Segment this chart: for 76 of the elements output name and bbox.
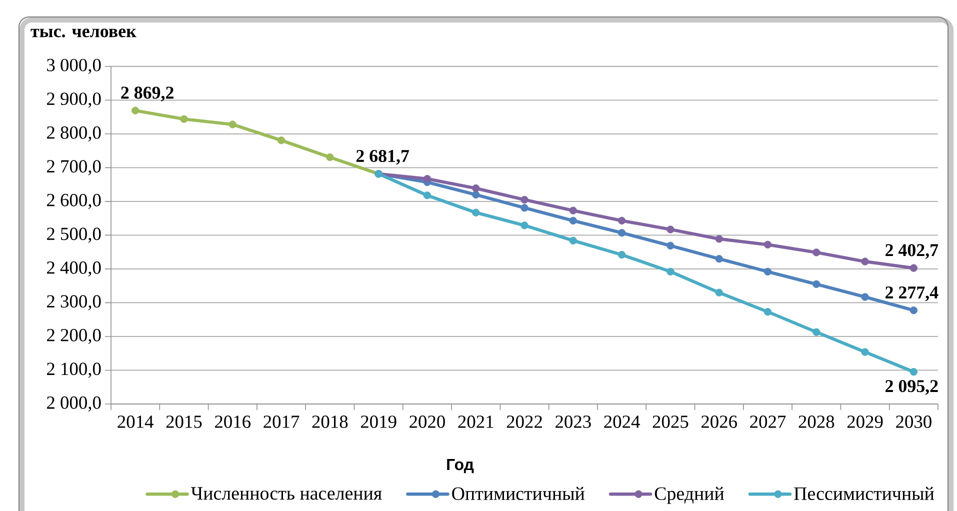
y-tick-label: 2 000,0 — [47, 396, 101, 412]
y-tick-label: 2 700,0 — [47, 160, 101, 176]
x-axis-title: Год — [447, 459, 474, 474]
x-tick-label: 2022 — [506, 416, 542, 428]
x-tick-label: 2021 — [458, 416, 494, 428]
point — [910, 264, 918, 272]
y-axis-title: тыс. человек — [30, 28, 136, 38]
x-tick-label: 2028 — [798, 416, 834, 428]
point — [618, 216, 626, 225]
x-tick-label: 2016 — [215, 416, 251, 428]
point — [180, 115, 188, 123]
point — [423, 174, 432, 183]
y-tick-label: 2 400,0 — [47, 261, 101, 276]
point — [715, 235, 723, 243]
x-tick-label: 2030 — [896, 416, 932, 428]
legend-label: Оптимистичный — [452, 486, 584, 500]
x-tick-label: 2026 — [701, 416, 737, 428]
point — [326, 153, 334, 162]
point — [764, 308, 772, 316]
x-tick-label: 2027 — [750, 416, 786, 428]
point — [910, 368, 918, 376]
point — [423, 192, 432, 200]
point — [764, 268, 772, 276]
point — [472, 190, 480, 199]
y-tick-label: 2 800,0 — [47, 126, 101, 142]
point — [861, 348, 869, 356]
legend-label: Пессимистичный — [794, 486, 934, 500]
x-tick-label: 2015 — [166, 416, 202, 428]
point — [861, 258, 869, 266]
point — [520, 204, 528, 212]
point — [764, 240, 772, 248]
point — [569, 236, 578, 244]
point — [131, 106, 140, 114]
legend-label: Средний — [654, 486, 724, 504]
x-tick-label: 2023 — [556, 416, 591, 428]
x-tick-label: 2019 — [360, 416, 396, 428]
point — [277, 136, 286, 144]
data-label: 2 869,2 — [121, 86, 174, 102]
y-tick-label: 2 600,0 — [47, 194, 101, 209]
point — [715, 288, 723, 296]
point — [472, 184, 480, 192]
data-label: 2 681,7 — [356, 150, 410, 165]
point — [228, 120, 236, 128]
point — [666, 242, 674, 250]
point — [812, 248, 820, 256]
data-label: 2 277,4 — [886, 286, 938, 302]
x-tick-label: 2020 — [410, 416, 445, 428]
y-tick-label: 3 000,0 — [47, 58, 101, 74]
point — [715, 254, 723, 263]
x-tick-label: 2018 — [312, 416, 348, 428]
data-label: 2 402,7 — [886, 244, 938, 259]
legend-label: Численность населения — [191, 487, 382, 500]
x-tick-label: 2024 — [604, 416, 640, 428]
x-tick-label: 2017 — [264, 416, 300, 428]
x-tick-label: 2029 — [847, 416, 883, 428]
point — [861, 293, 869, 301]
y-tick-label: 2 900,0 — [47, 92, 101, 108]
point — [472, 208, 480, 216]
point — [666, 226, 674, 234]
y-tick-label: 2 200,0 — [47, 328, 101, 344]
point — [618, 228, 626, 237]
point — [618, 250, 626, 259]
data-label: 2 095,2 — [886, 380, 938, 395]
point — [812, 280, 820, 288]
point — [569, 216, 578, 225]
point — [520, 196, 528, 204]
x-tick-label: 2014 — [118, 416, 154, 428]
point — [520, 222, 528, 230]
y-tick-label: 2 500,0 — [47, 228, 101, 243]
y-tick-label: 2 100,0 — [47, 362, 101, 378]
y-tick-label: 2 300,0 — [47, 295, 101, 310]
point — [569, 206, 578, 214]
x-tick-label: 2025 — [652, 416, 688, 428]
point — [666, 268, 674, 276]
point — [812, 328, 820, 336]
point — [910, 306, 918, 314]
